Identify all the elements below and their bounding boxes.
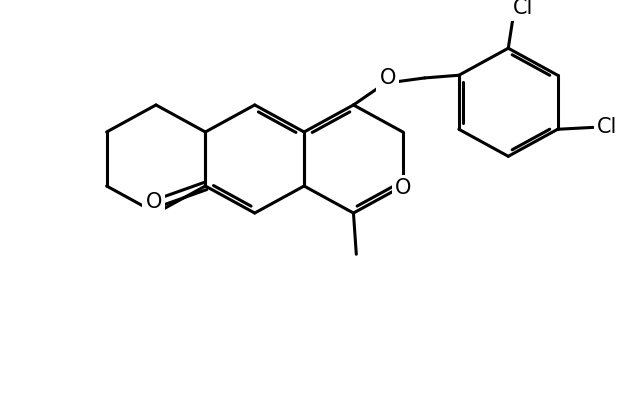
- Text: O: O: [145, 192, 162, 212]
- Text: Cl: Cl: [597, 117, 618, 137]
- Text: O: O: [395, 178, 411, 198]
- Text: O: O: [380, 68, 396, 88]
- Text: Cl: Cl: [513, 0, 534, 17]
